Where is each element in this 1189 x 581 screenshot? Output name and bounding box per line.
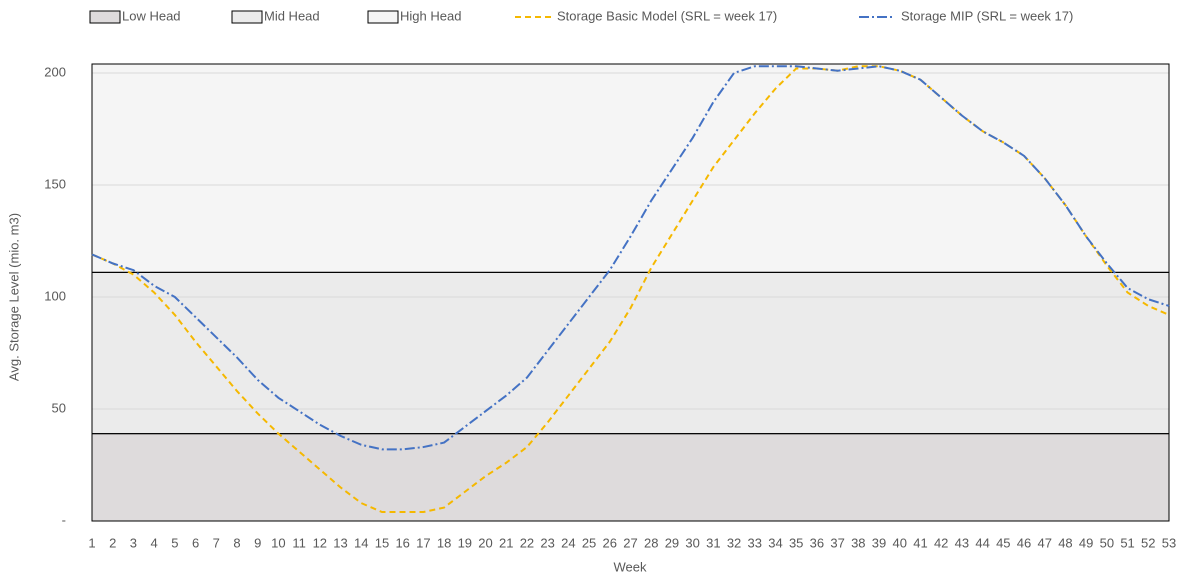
legend-label: Mid Head [264, 8, 320, 23]
x-tick-label: 27 [623, 535, 637, 550]
x-tick-label: 12 [313, 535, 327, 550]
band [91, 271, 1170, 435]
x-tick-label: 37 [830, 535, 844, 550]
x-tick-label: 9 [254, 535, 261, 550]
x-tick-label: 53 [1162, 535, 1176, 550]
x-tick-label: 1 [88, 535, 95, 550]
y-tick-label: 50 [52, 400, 66, 415]
x-tick-label: 4 [151, 535, 158, 550]
x-tick-label: 17 [416, 535, 430, 550]
x-tick-label: 34 [768, 535, 782, 550]
x-tick-label: 31 [706, 535, 720, 550]
x-tick-label: 6 [192, 535, 199, 550]
x-tick-label: 8 [233, 535, 240, 550]
x-tick-label: 36 [810, 535, 824, 550]
x-tick-label: 20 [478, 535, 492, 550]
x-tick-label: 18 [437, 535, 451, 550]
x-tick-label: 25 [582, 535, 596, 550]
x-tick-label: 2 [109, 535, 116, 550]
x-tick-label: 26 [603, 535, 617, 550]
x-tick-label: 11 [292, 535, 306, 550]
x-tick-label: 43 [955, 535, 969, 550]
x-tick-label: 19 [458, 535, 472, 550]
band [91, 433, 1170, 522]
x-tick-label: 23 [540, 535, 554, 550]
series-line [91, 65, 1170, 451]
series-line [91, 65, 1170, 514]
x-tick-label: 29 [665, 535, 679, 550]
y-tick-label: 200 [44, 64, 66, 79]
y-tick-label: 100 [44, 288, 66, 303]
x-tick-label: 48 [1058, 535, 1072, 550]
x-tick-label: 5 [171, 535, 178, 550]
x-tick-label: 40 [893, 535, 907, 550]
x-tick-label: 3 [130, 535, 137, 550]
x-tick-label: 38 [851, 535, 865, 550]
y-tick-label: 150 [44, 176, 66, 191]
legend-swatch [89, 10, 121, 24]
x-tick-label: 44 [975, 535, 989, 550]
legend-swatch [367, 10, 399, 24]
band [91, 63, 1170, 273]
x-tick-label: 46 [1017, 535, 1031, 550]
x-tick-label: 16 [395, 535, 409, 550]
x-tick-label: 41 [913, 535, 927, 550]
x-tick-label: 51 [1120, 535, 1134, 550]
x-tick-label: 15 [375, 535, 389, 550]
x-tick-label: 32 [727, 535, 741, 550]
x-tick-label: 10 [271, 535, 285, 550]
legend-label: Storage Basic Model (SRL = week 17) [557, 8, 777, 23]
x-tick-label: 47 [1037, 535, 1051, 550]
x-tick-label: 50 [1100, 535, 1114, 550]
x-tick-label: 35 [789, 535, 803, 550]
y-axis-label: Avg. Storage Level (mio. m3) [6, 213, 21, 381]
legend-swatch [231, 10, 263, 24]
x-tick-label: 21 [499, 535, 513, 550]
legend-label: Storage MIP (SRL = week 17) [901, 8, 1073, 23]
y-tick-label: - [62, 512, 66, 527]
x-tick-label: 49 [1079, 535, 1093, 550]
x-tick-label: 45 [996, 535, 1010, 550]
x-tick-label: 22 [520, 535, 534, 550]
x-tick-label: 14 [354, 535, 368, 550]
x-tick-label: 30 [685, 535, 699, 550]
x-tick-label: 52 [1141, 535, 1155, 550]
x-tick-label: 28 [644, 535, 658, 550]
legend-label: High Head [400, 8, 461, 23]
legend-label: Low Head [122, 8, 181, 23]
x-tick-label: 24 [561, 535, 575, 550]
plot-border [91, 63, 1170, 522]
x-tick-label: 33 [748, 535, 762, 550]
x-tick-label: 7 [213, 535, 220, 550]
x-tick-label: 42 [934, 535, 948, 550]
x-tick-label: 39 [872, 535, 886, 550]
x-axis-label: Week [614, 559, 647, 574]
x-tick-label: 13 [333, 535, 347, 550]
